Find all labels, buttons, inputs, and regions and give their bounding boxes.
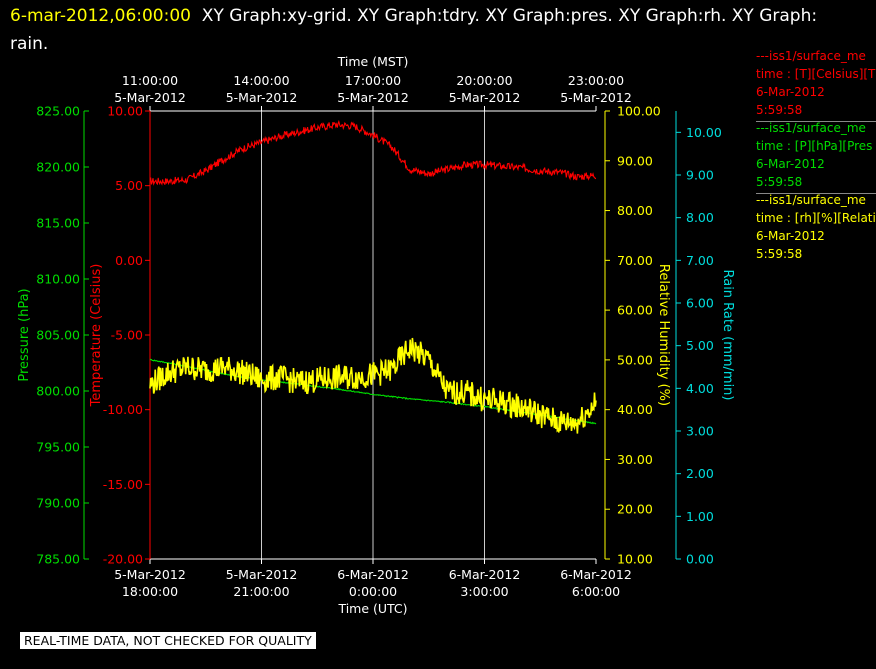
x-bottom-tick-date: 6-Mar-2012 (560, 567, 632, 582)
x-bottom-tick-time: 21:00:00 (233, 584, 289, 599)
x-top-tick-time: 23:00:00 (568, 73, 624, 88)
legend-divider (756, 121, 876, 122)
x-top-tick-time: 17:00:00 (345, 73, 401, 88)
x-top-tick-date: 5-Mar-2012 (226, 90, 298, 105)
pressure-tick-label: 825.00 (36, 104, 80, 119)
temperature-axis-title: Temperature (Celsius) (89, 264, 104, 408)
rh-tick-label: 60.00 (617, 303, 653, 318)
rh-tick-label: 10.00 (617, 552, 653, 567)
rh-tick-label: 80.00 (617, 203, 653, 218)
x-bottom-tick-date: 5-Mar-2012 (114, 567, 186, 582)
temperature-tick-label: 0.00 (115, 253, 143, 268)
rain-tick-label: 8.00 (686, 210, 714, 225)
legend: ---iss1/surface_me time : [T][Celsius][T… (756, 47, 876, 263)
rain-tick-label: 0.00 (686, 552, 714, 567)
axes: Time (MST) Time (UTC) 11:00:00 5-Mar-2012 14… (17, 54, 735, 616)
x-bottom-tick-time: 18:00:00 (122, 584, 178, 599)
rain-tick-label: 7.00 (686, 253, 714, 268)
temperature-tick-label: 5.00 (115, 178, 143, 193)
legend-series-date: 6-Mar-2012 (756, 157, 825, 171)
x-top-tick-time: 11:00:00 (122, 73, 178, 88)
x-bottom-tick-time: 6:00:00 (572, 584, 620, 599)
series-lines (149, 119, 597, 434)
pressure-tick-label: 820.00 (36, 160, 80, 175)
x-bottom-tick-date: 5-Mar-2012 (226, 567, 298, 582)
x-bottom-tick-date: 6-Mar-2012 (337, 567, 409, 582)
legend-divider (756, 193, 876, 194)
x-bottom-tick-time: 3:00:00 (460, 584, 508, 599)
legend-entry-rh: ---iss1/surface_me time : [rh][%][Relati… (756, 191, 876, 263)
x-bottom-tick-time: 0:00:00 (349, 584, 397, 599)
legend-series-time: 5:59:58 (756, 175, 803, 189)
legend-series-time: 5:59:58 (756, 247, 803, 261)
x-axis-bottom-label: Time (UTC) (337, 601, 407, 616)
x-top-tick-time: 14:00:00 (233, 73, 289, 88)
rain-tick-label: 5.00 (686, 338, 714, 353)
legend-entry-pressure: ---iss1/surface_me time : [P][hPa][Pres … (756, 119, 876, 191)
temperature-tick-label: -10.00 (103, 402, 143, 417)
rh-tick-label: 100.00 (617, 104, 661, 119)
legend-series-field: time : [P][hPa][Pres (756, 139, 873, 153)
pressure-tick-label: 790.00 (36, 496, 80, 511)
legend-series-date: 6-Mar-2012 (756, 85, 825, 99)
rain-tick-label: 3.00 (686, 424, 714, 439)
x-top-tick-date: 5-Mar-2012 (114, 90, 186, 105)
rain-tick-label: 6.00 (686, 296, 714, 311)
series-line-rh (149, 337, 597, 434)
pressure-axis-title: Pressure (hPa) (17, 288, 32, 381)
rh-tick-label: 50.00 (617, 352, 653, 367)
legend-series-name: ---iss1/surface_me (756, 49, 866, 63)
rh-tick-label: 20.00 (617, 502, 653, 517)
x-bottom-tick-date: 6-Mar-2012 (449, 567, 521, 582)
x-top-tick-time: 20:00:00 (456, 73, 512, 88)
x-top-tick-date: 5-Mar-2012 (337, 90, 409, 105)
pressure-tick-label: 785.00 (36, 552, 80, 567)
legend-entry-temperature: ---iss1/surface_me time : [T][Celsius][T… (756, 47, 876, 119)
pressure-tick-label: 810.00 (36, 272, 80, 287)
rain-axis-title: Rain Rate (mm/min) (720, 269, 735, 400)
temperature-tick-label: -5.00 (111, 328, 143, 343)
rh-axis-title: Relative Humidity (%) (656, 264, 671, 406)
legend-series-field: time : [T][Celsius][T (756, 67, 876, 81)
rain-tick-label: 1.00 (686, 509, 714, 524)
grid-lines (261, 111, 485, 559)
rh-tick-label: 70.00 (617, 253, 653, 268)
temperature-tick-label: -20.00 (103, 552, 143, 567)
rh-tick-label: 90.00 (617, 153, 653, 168)
rain-tick-label: 2.00 (686, 466, 714, 481)
pressure-tick-label: 815.00 (36, 216, 80, 231)
rh-tick-label: 30.00 (617, 452, 653, 467)
quality-banner: REAL-TIME DATA, NOT CHECKED FOR QUALITY (20, 632, 316, 649)
rain-tick-label: 9.00 (686, 168, 714, 183)
temperature-tick-label: -15.00 (103, 477, 143, 492)
legend-series-time: 5:59:58 (756, 103, 803, 117)
x-axis-top-label: Time (MST) (337, 54, 409, 69)
legend-series-name: ---iss1/surface_me (756, 193, 866, 207)
title-timestamp: 6-mar-2012,06:00:00 (10, 6, 191, 26)
x-top-tick-date: 5-Mar-2012 (560, 90, 632, 105)
legend-series-field: time : [rh][%][Relati (756, 211, 876, 225)
rh-tick-label: 40.00 (617, 402, 653, 417)
pressure-tick-label: 800.00 (36, 384, 80, 399)
pressure-tick-label: 805.00 (36, 328, 80, 343)
series-line-temperature (149, 119, 597, 186)
pressure-tick-label: 795.00 (36, 440, 80, 455)
legend-series-date: 6-Mar-2012 (756, 229, 825, 243)
graph-title: 6-mar-2012,06:00:00 XY Graph:xy-grid. XY… (10, 2, 850, 58)
legend-series-name: ---iss1/surface_me (756, 121, 866, 135)
rain-tick-label: 4.00 (686, 381, 714, 396)
title-text: XY Graph:xy-grid. XY Graph:tdry. XY Grap… (10, 6, 818, 54)
x-top-tick-date: 5-Mar-2012 (449, 90, 521, 105)
temperature-tick-label: 10.00 (107, 104, 143, 119)
rain-tick-label: 10.00 (686, 125, 722, 140)
